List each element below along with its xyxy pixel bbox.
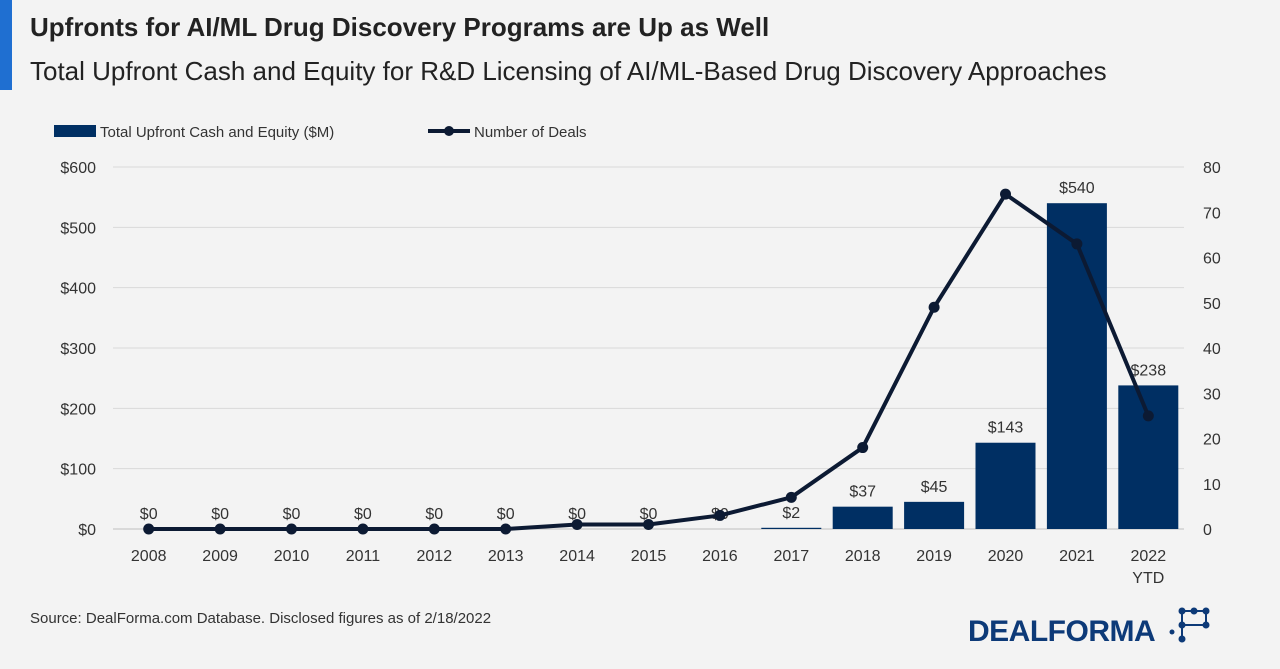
deals-point <box>500 523 512 535</box>
x-tick-label: 2017 <box>774 548 810 565</box>
x-tick-label: 2021 <box>1059 548 1095 565</box>
deals-point <box>1142 410 1154 422</box>
x-tick-label: 2018 <box>845 548 881 565</box>
y-right-tick-label: 80 <box>1203 160 1221 177</box>
y-left-tick-label: $100 <box>60 462 96 479</box>
y-right-tick-label: 40 <box>1203 341 1221 358</box>
y-right-tick-label: 30 <box>1203 386 1221 403</box>
y-left-tick-label: $600 <box>60 160 96 177</box>
deals-point <box>785 491 797 503</box>
bar-data-labels: $0$0$0$0$0$0$0$0$0$2$37$45$143$540$238 <box>140 180 1166 523</box>
bar <box>832 506 893 529</box>
bar-value-label: $0 <box>354 506 372 523</box>
legend-swatch-bar <box>54 125 96 137</box>
deals-point <box>143 523 155 535</box>
x-tick-label: 2010 <box>274 548 310 565</box>
logo-text: DEALFORMA <box>968 615 1155 648</box>
bar-value-label: $0 <box>640 506 658 523</box>
legend-label-line: Number of Deals <box>474 124 587 141</box>
chart-subtitle: Total Upfront Cash and Equity for R&D Li… <box>30 56 1107 86</box>
bar-series <box>761 203 1179 529</box>
dealforma-logo: DEALFORMA <box>968 607 1210 648</box>
y-left-tick-label: $200 <box>60 401 96 418</box>
x-tick-label: YTD <box>1132 570 1164 587</box>
y-left-tick-label: $0 <box>78 522 96 539</box>
deals-point <box>1071 238 1083 250</box>
bar-value-label: $0 <box>140 506 158 523</box>
bar-value-label: $2 <box>782 505 800 522</box>
legend-label-bar: Total Upfront Cash and Equity ($M) <box>100 124 334 141</box>
bar-value-label: $0 <box>425 506 443 523</box>
deals-point <box>286 523 297 535</box>
deals-point <box>428 523 440 535</box>
y-axis-left: $0 $100 $200 $300 $400 $500 $600 <box>60 160 96 539</box>
deals-point <box>857 442 869 454</box>
deals-point <box>214 523 226 535</box>
y-right-tick-label: 70 <box>1203 205 1221 222</box>
x-tick-label: 2009 <box>202 548 238 565</box>
x-tick-label: 2014 <box>559 548 595 565</box>
bar <box>1046 203 1107 529</box>
y-right-tick-label: 60 <box>1203 251 1221 268</box>
deals-point <box>714 509 726 521</box>
x-tick-label: 2015 <box>631 548 667 565</box>
line-series <box>143 188 1154 535</box>
x-axis: 2008 2009 2010 2011 2012 2013 2014 2015 2016 2017… <box>131 548 1166 587</box>
x-tick-label: 2022 <box>1131 548 1167 565</box>
combo-chart: Total Upfront Cash and Equity ($M) Numbe… <box>54 124 1221 587</box>
title-accent-bar <box>0 0 12 90</box>
x-tick-label: 2012 <box>417 548 453 565</box>
y-axis-right: 0 10 20 30 40 50 60 70 80 <box>1203 160 1221 539</box>
bar-value-label: $540 <box>1059 180 1095 197</box>
y-right-tick-label: 10 <box>1203 477 1221 494</box>
bar <box>975 442 1036 529</box>
deals-point <box>1000 188 1011 200</box>
deals-point <box>643 518 654 530</box>
bar-value-label: $0 <box>283 506 301 523</box>
x-tick-label: 2011 <box>346 548 381 565</box>
legend: Total Upfront Cash and Equity ($M) Numbe… <box>54 124 587 141</box>
y-left-tick-label: $300 <box>60 341 96 358</box>
deals-point <box>928 301 940 313</box>
deals-point <box>571 518 583 530</box>
bar-value-label: $0 <box>211 506 229 523</box>
y-left-tick-label: $400 <box>60 281 96 298</box>
bar <box>1118 385 1179 529</box>
bar-value-label: $238 <box>1131 362 1167 379</box>
deals-point <box>357 523 369 535</box>
bar <box>904 501 965 529</box>
legend-swatch-marker <box>444 126 454 136</box>
bar <box>761 527 822 529</box>
bar-value-label: $0 <box>497 506 515 523</box>
bar-value-label: $45 <box>921 479 948 496</box>
y-right-tick-label: 20 <box>1203 432 1221 449</box>
logo-network-icon <box>1169 607 1210 643</box>
x-tick-label: 2016 <box>702 548 738 565</box>
y-right-tick-label: 50 <box>1203 296 1221 313</box>
x-tick-label: 2020 <box>988 548 1024 565</box>
x-tick-label: 2008 <box>131 548 167 565</box>
bar-value-label: $0 <box>568 506 586 523</box>
bar-value-label: $37 <box>849 484 876 501</box>
x-tick-label: 2013 <box>488 548 524 565</box>
chart-title: Upfronts for AI/ML Drug Discovery Progra… <box>30 12 770 42</box>
bar-value-label: $143 <box>988 420 1024 437</box>
x-tick-label: 2019 <box>916 548 952 565</box>
y-left-tick-label: $500 <box>60 220 96 237</box>
source-note: Source: DealForma.com Database. Disclose… <box>30 610 492 627</box>
y-right-tick-label: 0 <box>1203 522 1212 539</box>
